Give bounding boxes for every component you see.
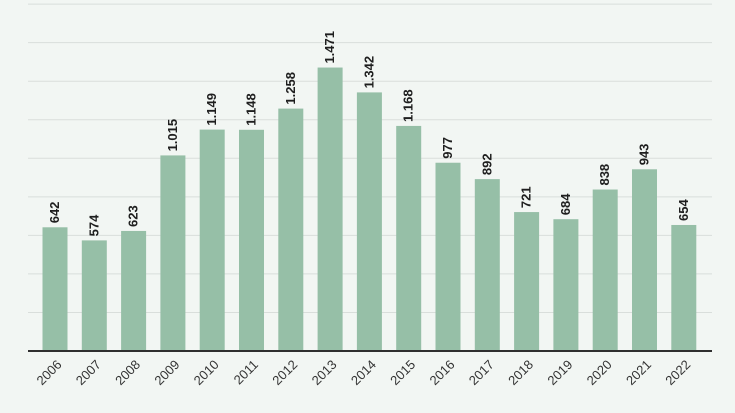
x-tick-2008: 2008 [112,357,143,388]
x-tick-2007: 2007 [73,357,104,388]
data-labels: 642 574 623 1.015 1.149 1.148 1.258 1.471 1.342 1… [47,31,691,236]
x-tick-2013: 2013 [309,357,340,388]
data-label-2008: 623 [126,205,141,227]
data-label-2020: 838 [597,164,612,186]
bar-2021 [632,169,657,351]
data-label-2012: 1.258 [283,72,298,105]
x-tick-labels: 2006 2007 2008 2009 2010 2011 2012 2013 2014 2015… [33,357,693,388]
x-tick-2019: 2019 [544,357,575,388]
bar-2007 [81,240,107,351]
x-tick-2012: 2012 [269,357,300,388]
x-tick-2015: 2015 [387,357,418,388]
data-label-2013: 1.471 [322,31,337,64]
data-label-2014: 1.342 [361,56,376,89]
bar-2017 [474,179,500,351]
bars [42,67,697,352]
data-label-2017: 892 [479,153,494,175]
bar-2011 [239,129,264,351]
data-label-2019: 684 [558,193,573,215]
bar-2020 [592,189,618,351]
x-tick-2006: 2006 [33,357,64,388]
x-tick-2021: 2021 [623,357,654,388]
data-label-2021: 943 [637,144,652,166]
bar-2008 [121,230,147,351]
bar-2006 [42,227,68,351]
x-tick-2010: 2010 [191,357,222,388]
bar-2013 [317,67,343,351]
x-tick-2016: 2016 [426,357,457,388]
data-label-2015: 1.168 [401,89,416,122]
data-label-2011: 1.148 [244,93,259,126]
data-label-2022: 654 [676,199,691,221]
data-label-2016: 977 [440,137,455,159]
x-tick-2017: 2017 [466,357,497,388]
x-tick-2011: 2011 [231,357,261,387]
bar-2022 [671,224,697,351]
bar-2009 [160,155,186,351]
bar-2015 [396,125,422,352]
bar-2016 [435,162,461,351]
x-tick-2009: 2009 [151,357,182,388]
x-tick-2020: 2020 [584,357,615,388]
x-tick-2014: 2014 [348,357,379,388]
data-label-2007: 574 [86,214,101,236]
x-tick-2018: 2018 [505,357,536,388]
bar-2018 [514,212,540,351]
bar-2014 [356,92,382,351]
bar-2012 [278,108,304,351]
data-label-2018: 721 [519,186,534,208]
bar-2010 [199,129,225,351]
data-label-2009: 1.015 [165,119,180,152]
data-label-2006: 642 [47,202,62,224]
x-tick-2022: 2022 [662,357,693,388]
bar-2019 [553,219,579,351]
data-label-2010: 1.149 [204,93,219,126]
